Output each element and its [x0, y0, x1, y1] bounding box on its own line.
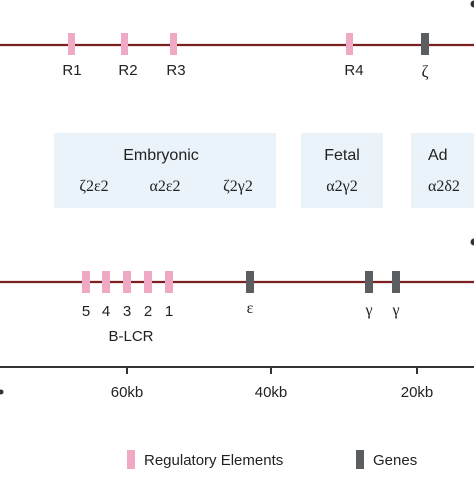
label-b-lcr: B-LCR: [108, 328, 153, 345]
label-gamma-1: γ: [364, 302, 372, 319]
lcr-site-2: [144, 271, 152, 293]
stage-boxes: Embryonic ζ2ε2 α2ε2 ζ2γ2 Fetal α2γ2 Ad α…: [54, 133, 474, 208]
lcr-site-4: [102, 271, 110, 293]
label-lcr-1: 1: [165, 303, 173, 320]
legend-genes-swatch: [356, 450, 364, 469]
label-lcr-5: 5: [82, 303, 90, 320]
scale-axis-start-dot: [0, 390, 4, 395]
label-r3: R3: [166, 62, 185, 79]
stage-adult-box: [411, 133, 474, 208]
alpha-locus: R1 R2 R3 R4 ζ: [0, 1, 474, 82]
legend: Regulatory Elements Genes: [127, 450, 417, 469]
label-zeta: ζ: [421, 62, 428, 81]
regulatory-element-r1: [68, 33, 75, 55]
legend-regulatory-swatch: [127, 450, 135, 469]
hb-form-alpha2-gamma2: α2γ2: [326, 178, 357, 195]
gene-gamma-1: [365, 271, 373, 293]
stage-adult-title: Ad: [428, 147, 448, 164]
lcr-site-1: [165, 271, 173, 293]
label-lcr-4: 4: [102, 303, 110, 320]
scale-label-20kb: 20kb: [401, 384, 434, 401]
label-gamma-2: γ: [391, 302, 399, 319]
beta-line-end-dot: [471, 239, 474, 246]
stage-fetal: Fetal α2γ2: [301, 133, 383, 208]
legend-genes-label: Genes: [373, 452, 417, 469]
scale-axis: 60kb 40kb 20kb: [0, 367, 474, 401]
regulatory-element-r2: [121, 33, 128, 55]
stage-adult: Ad α2δ2: [411, 133, 474, 208]
lcr-site-3: [123, 271, 131, 293]
label-r4: R4: [344, 62, 363, 79]
stage-embryonic-title: Embryonic: [123, 147, 199, 164]
stage-embryonic-box: [54, 133, 276, 208]
alpha-line-end-dot: [471, 1, 474, 8]
label-r1: R1: [62, 62, 81, 79]
regulatory-element-r3: [170, 33, 177, 55]
label-lcr-2: 2: [144, 303, 152, 320]
regulatory-element-r4: [346, 33, 353, 55]
label-lcr-3: 3: [123, 303, 131, 320]
beta-locus: 5 4 3 2 1 B-LCR ε γ γ: [0, 239, 474, 346]
label-r2: R2: [118, 62, 137, 79]
lcr-site-5: [82, 271, 90, 293]
scale-label-60kb: 60kb: [111, 384, 144, 401]
label-epsilon: ε: [247, 300, 254, 317]
scale-label-40kb: 40kb: [255, 384, 288, 401]
stage-fetal-title: Fetal: [324, 147, 360, 164]
gene-zeta: [421, 33, 429, 55]
legend-regulatory-label: Regulatory Elements: [144, 452, 283, 469]
stage-fetal-box: [301, 133, 383, 208]
hb-form-zeta2-epsilon2: ζ2ε2: [79, 178, 108, 195]
hb-form-alpha2-delta2: α2δ2: [428, 178, 460, 195]
gene-gamma-2: [392, 271, 400, 293]
stage-embryonic: Embryonic ζ2ε2 α2ε2 ζ2γ2: [54, 133, 276, 208]
hb-form-alpha2-epsilon2: α2ε2: [149, 178, 180, 195]
hb-form-zeta2-gamma2: ζ2γ2: [223, 178, 253, 195]
gene-epsilon: [246, 271, 254, 293]
